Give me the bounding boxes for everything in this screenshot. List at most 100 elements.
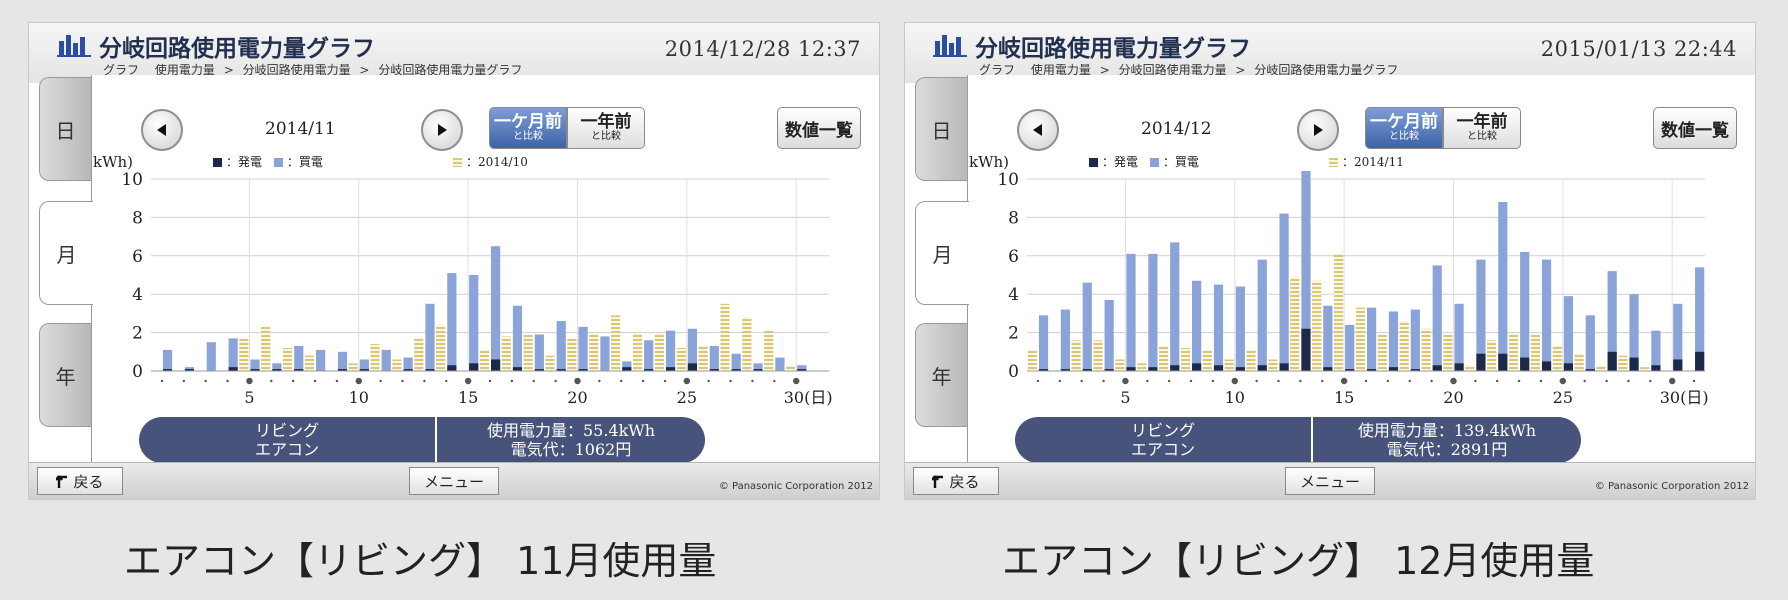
bar-generation bbox=[1082, 369, 1092, 371]
previous-period-button[interactable] bbox=[1017, 109, 1059, 151]
bar-generation bbox=[753, 369, 763, 371]
footer-bar: 戻る メニュー © Panasonic Corporation 2012 bbox=[29, 462, 879, 499]
bar-generation bbox=[687, 363, 698, 371]
bar-purchase bbox=[1148, 253, 1158, 371]
back-button[interactable]: 戻る bbox=[37, 467, 123, 495]
day-dot bbox=[532, 379, 535, 383]
bar-generation bbox=[1651, 365, 1661, 371]
day-dot bbox=[683, 377, 691, 385]
day-dot bbox=[1668, 377, 1676, 385]
tab-year[interactable]: 年 bbox=[39, 323, 91, 427]
legend-generation: ：発電 bbox=[226, 155, 263, 169]
tab-year[interactable]: 年 bbox=[915, 323, 967, 427]
bar-generation bbox=[1301, 328, 1311, 371]
bar-previous-month bbox=[1027, 349, 1037, 371]
day-dot bbox=[641, 379, 645, 383]
bar-purchase bbox=[1192, 280, 1202, 371]
next-period-button[interactable] bbox=[421, 109, 463, 151]
bar-generation bbox=[1060, 369, 1070, 371]
day-dot bbox=[729, 379, 732, 383]
bar-previous-month bbox=[1574, 353, 1584, 371]
bar-purchase bbox=[1082, 282, 1092, 371]
value-list-button[interactable]: 数値一覧 bbox=[1653, 107, 1737, 149]
day-dot bbox=[707, 379, 710, 383]
bar-previous-month bbox=[1465, 365, 1475, 371]
bar-purchase bbox=[1170, 242, 1180, 371]
compare-month-label: 一ケ月前 bbox=[494, 111, 562, 132]
bar-purchase bbox=[1367, 307, 1377, 371]
x-tick-label: 30(日) bbox=[1660, 388, 1709, 407]
bar-purchase bbox=[512, 305, 523, 371]
bar-purchase bbox=[381, 349, 391, 371]
previous-period-button[interactable] bbox=[141, 109, 183, 151]
summary-appliance: エアコン bbox=[1130, 440, 1195, 459]
bar-generation bbox=[425, 369, 435, 371]
bar-chart-icon bbox=[57, 35, 91, 57]
bar-previous-month bbox=[632, 332, 643, 371]
bar-purchase bbox=[1301, 171, 1311, 371]
day-dot bbox=[445, 379, 448, 383]
bar-generation bbox=[1323, 367, 1333, 371]
back-button[interactable]: 戻る bbox=[913, 467, 999, 495]
bar-previous-month bbox=[1443, 334, 1453, 371]
day-dot bbox=[751, 379, 754, 383]
bar-purchase bbox=[228, 338, 238, 371]
compare-month-button[interactable]: 一ケ月前 と比較 bbox=[489, 107, 567, 149]
bar-purchase bbox=[1432, 265, 1442, 371]
tab-month[interactable]: 月 bbox=[915, 201, 969, 305]
day-dot bbox=[773, 379, 776, 383]
breadcrumb-graph[interactable]: グラフ bbox=[979, 63, 1016, 77]
tab-day[interactable]: 日 bbox=[39, 77, 91, 181]
breadcrumb-branch-usage[interactable]: 分岐回路使用電力量 bbox=[242, 63, 351, 77]
tab-month[interactable]: 月 bbox=[39, 201, 93, 305]
x-tick-label: 10 bbox=[349, 388, 369, 407]
compare-year-button[interactable]: 一年前 と比較 bbox=[567, 107, 645, 149]
summary-appliance: エアコン bbox=[254, 440, 319, 459]
bar-purchase bbox=[578, 326, 588, 371]
breadcrumb-usage[interactable]: 使用電力量 bbox=[1030, 63, 1091, 77]
bar-previous-month bbox=[611, 315, 621, 371]
next-period-button[interactable] bbox=[1297, 109, 1339, 151]
menu-button[interactable]: メニュー bbox=[1285, 467, 1375, 495]
bar-generation bbox=[1104, 369, 1114, 371]
compare-year-sub: と比較 bbox=[1467, 130, 1497, 142]
bar-purchase bbox=[687, 328, 698, 371]
screen-december: 分岐回路使用電力量グラフ 2015/01/13 22:44 グラフ 使用電力量 … bbox=[904, 22, 1756, 500]
bar-generation bbox=[1213, 365, 1224, 371]
day-dot bbox=[1255, 379, 1258, 383]
day-dot bbox=[246, 377, 253, 385]
summary-usage: 使用電力量：55.4kWh bbox=[486, 420, 656, 440]
breadcrumb-graph[interactable]: グラフ bbox=[103, 63, 140, 77]
tab-day[interactable]: 日 bbox=[915, 77, 967, 181]
bar-previous-month bbox=[370, 344, 380, 371]
bar-generation bbox=[250, 369, 260, 371]
compare-month-button[interactable]: 一ケ月前 と比較 bbox=[1365, 107, 1443, 149]
screen-november: 分岐回路使用電力量グラフ 2014/12/28 12:37 グラフ 使用電力量 … bbox=[28, 22, 880, 500]
y-tick-label: 8 bbox=[132, 208, 143, 228]
y-tick-label: 4 bbox=[132, 285, 143, 305]
bar-previous-month bbox=[304, 355, 315, 371]
bar-previous-month bbox=[501, 336, 511, 371]
bar-purchase bbox=[753, 363, 763, 371]
y-tick-label: 10 bbox=[997, 171, 1019, 190]
bar-generation bbox=[1345, 369, 1355, 371]
breadcrumb-usage[interactable]: 使用電力量 bbox=[154, 63, 215, 77]
legend-current: ：発電 ：買電 bbox=[213, 153, 323, 170]
summary-cost: 電気代：1062円 bbox=[510, 440, 632, 459]
breadcrumb-branch-usage[interactable]: 分岐回路使用電力量 bbox=[1118, 63, 1227, 77]
bar-generation bbox=[1367, 369, 1377, 371]
bar-purchase bbox=[469, 275, 479, 371]
value-list-button[interactable]: 数値一覧 bbox=[777, 107, 861, 149]
bar-previous-month bbox=[1180, 347, 1191, 371]
period-label: 2014/11 bbox=[265, 119, 336, 139]
bar-purchase bbox=[1388, 311, 1399, 371]
day-dot bbox=[1408, 379, 1411, 383]
compare-year-button[interactable]: 一年前 と比較 bbox=[1443, 107, 1521, 149]
bar-generation bbox=[1257, 365, 1267, 371]
menu-button[interactable]: メニュー bbox=[409, 467, 499, 495]
day-dot bbox=[291, 379, 295, 383]
day-dot bbox=[1559, 377, 1567, 385]
bar-generation bbox=[797, 369, 807, 371]
bar-generation bbox=[709, 369, 719, 371]
bar-generation bbox=[1038, 369, 1049, 371]
